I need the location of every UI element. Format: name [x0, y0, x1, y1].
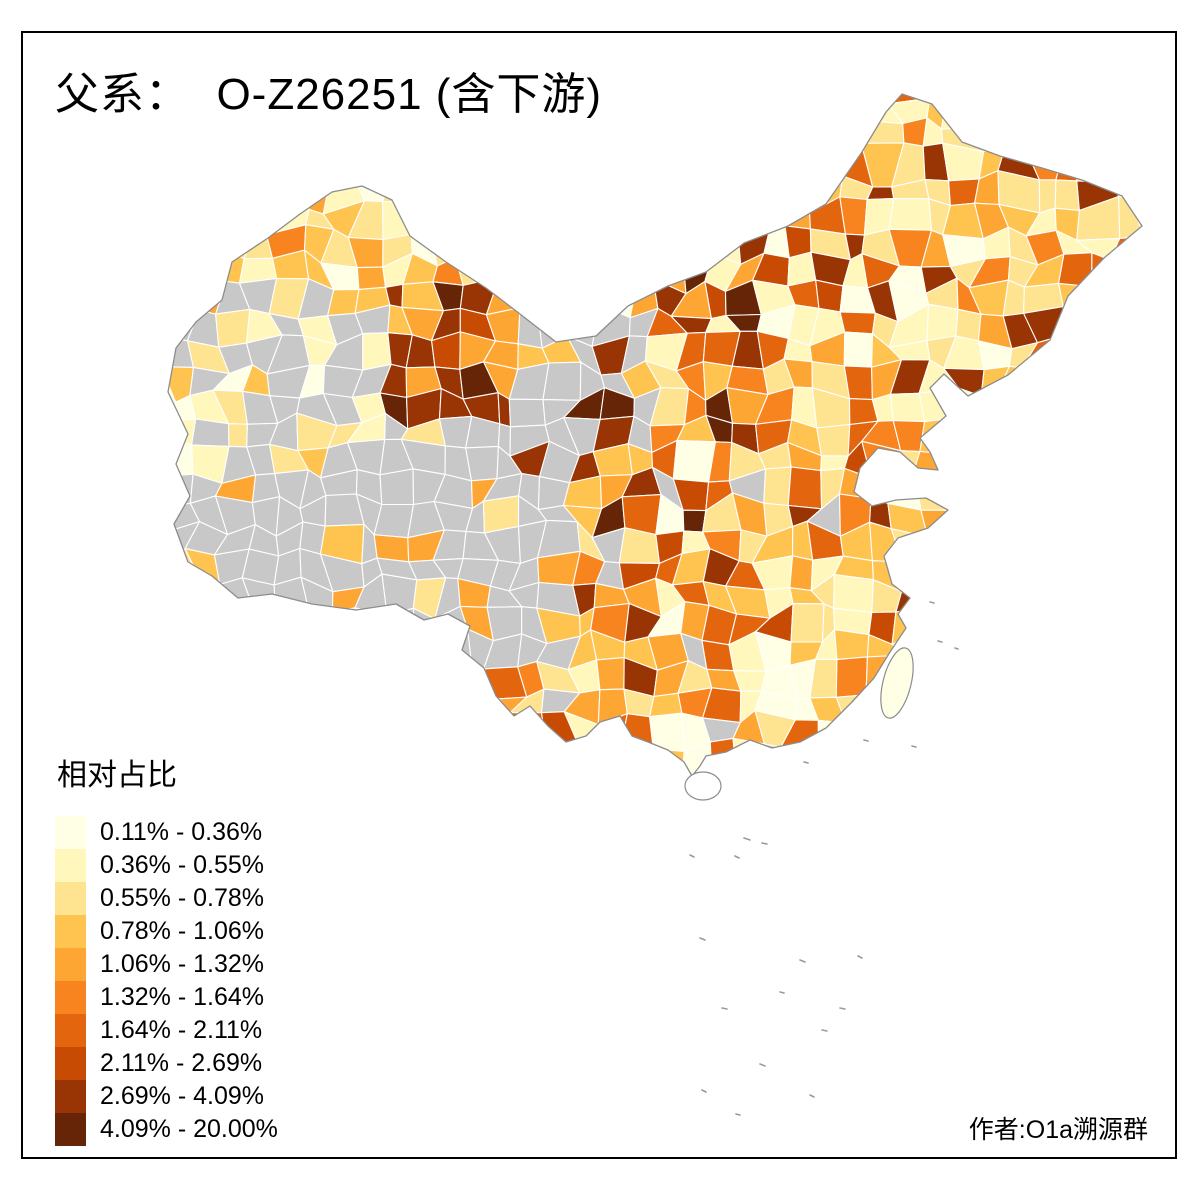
- legend-label: 1.06% - 1.32%: [100, 950, 264, 978]
- legend-item: 2.11% - 2.69%: [55, 1047, 278, 1080]
- author-credit: 作者:O1a溯源群: [968, 1116, 1148, 1144]
- legend-label: 2.69% - 4.09%: [100, 1082, 264, 1110]
- legend-title: 相对占比: [57, 759, 177, 792]
- legend-swatch: [55, 1080, 86, 1113]
- legend-swatch: [55, 981, 86, 1014]
- south-china-sea-islands: [689, 601, 959, 1116]
- legend-item: 4.09% - 20.00%: [55, 1113, 278, 1146]
- legend-swatch: [55, 849, 86, 882]
- legend-swatch: [55, 1113, 86, 1146]
- legend-swatch: [55, 915, 86, 948]
- legend-swatch: [55, 1047, 86, 1080]
- prefecture-cells: [168, 94, 1142, 776]
- legend-item: 1.32% - 1.64%: [55, 981, 278, 1014]
- china-outline: [167, 93, 1143, 777]
- legend-swatch: [55, 816, 86, 849]
- legend-item: 0.36% - 0.55%: [55, 849, 278, 882]
- legend-swatch: [55, 1014, 86, 1047]
- legend-item: 1.64% - 2.11%: [55, 1014, 278, 1047]
- legend-item: 0.78% - 1.06%: [55, 915, 278, 948]
- legend-label: 0.36% - 0.55%: [100, 851, 264, 879]
- taiwan-island: [880, 647, 914, 719]
- legend-item: 2.69% - 4.09%: [55, 1080, 278, 1113]
- legend-label: 4.09% - 20.00%: [100, 1115, 278, 1143]
- legend: 相对占比 0.11% - 0.36% 0.36% - 0.55% 0.55% - 0…: [55, 750, 278, 1146]
- legend-label: 2.11% - 2.69%: [100, 1049, 263, 1077]
- legend-swatch: [55, 948, 86, 981]
- legend-rows: 0.11% - 0.36% 0.36% - 0.55% 0.55% - 0.78% 0…: [55, 816, 278, 1146]
- legend-label: 1.32% - 1.64%: [100, 983, 264, 1011]
- legend-label: 1.64% - 2.11%: [100, 1016, 263, 1044]
- legend-label: 0.55% - 0.78%: [100, 884, 264, 912]
- legend-swatch: [55, 882, 86, 915]
- legend-item: 0.55% - 0.78%: [55, 882, 278, 915]
- legend-item: 1.06% - 1.32%: [55, 948, 278, 981]
- legend-item: 0.11% - 0.36%: [55, 816, 278, 849]
- legend-label: 0.78% - 1.06%: [100, 917, 264, 945]
- hainan-island: [684, 771, 722, 801]
- legend-label: 0.11% - 0.36%: [100, 818, 263, 846]
- page-title: 父系： O-Z26251 (含下游): [55, 70, 603, 119]
